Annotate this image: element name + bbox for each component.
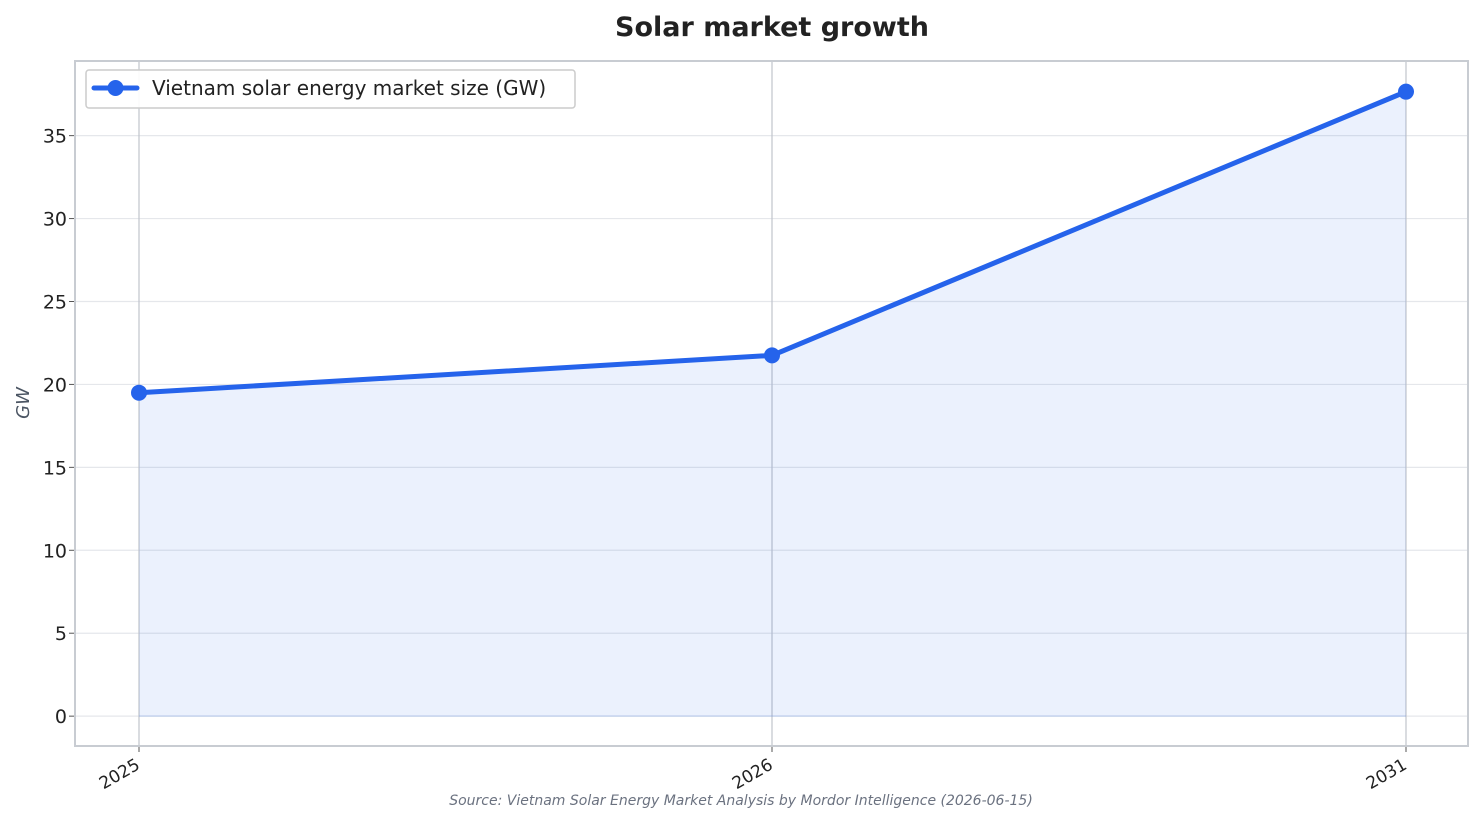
area-layer [139, 91, 1406, 717]
y-tick-label: 10 [43, 540, 67, 562]
y-tick-label: 25 [43, 291, 67, 313]
area-fill [139, 91, 1406, 717]
y-tick-label: 5 [55, 623, 67, 645]
chart-title: Solar market growth [615, 12, 929, 43]
x-tick-label: 2025 [96, 755, 143, 794]
line-layer [131, 83, 1414, 401]
y-tick-label: 0 [55, 706, 67, 728]
x-tick-label: 2026 [729, 755, 776, 794]
y-tick-label: 15 [43, 457, 67, 479]
y-tick-label: 20 [43, 374, 67, 396]
legend-box [85, 69, 576, 109]
legend-label: Vietnam solar energy market size (GW) [152, 76, 546, 100]
legend: Vietnam solar energy market size (GW) [85, 69, 576, 109]
data-point [764, 347, 780, 364]
y-axis-label: GW [13, 386, 34, 419]
source-note: Source: Vietnam Solar Energy Market Anal… [449, 793, 1033, 809]
data-point [1398, 83, 1414, 100]
y-tick-label: 35 [43, 126, 67, 148]
y-tick-label: 30 [43, 209, 67, 231]
x-tick-label: 2031 [1363, 755, 1410, 794]
data-point [131, 384, 147, 401]
plot-frame [74, 60, 1469, 747]
legend-marker [107, 80, 124, 96]
